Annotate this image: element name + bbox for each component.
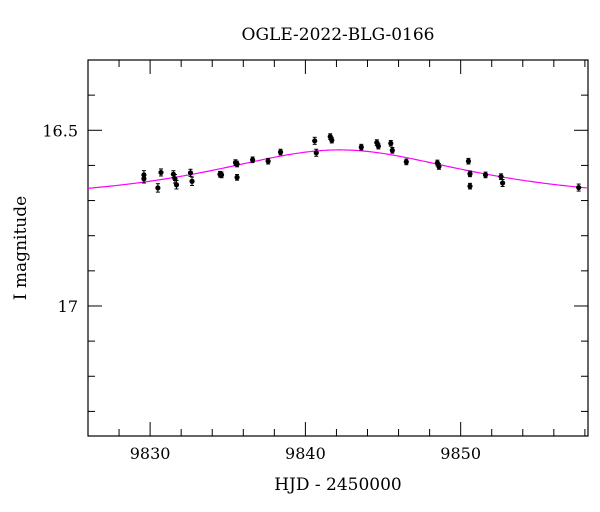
data-point <box>467 170 473 178</box>
point-marker <box>465 158 472 164</box>
point-marker <box>436 163 442 170</box>
y-tick-label: 16.5 <box>42 121 78 140</box>
data-point <box>576 183 582 192</box>
data-point <box>358 143 364 151</box>
model-curve <box>87 149 589 189</box>
data-point <box>265 157 271 165</box>
chart-title: OGLE-2022-BLG-0166 <box>242 25 435 45</box>
point-marker <box>155 185 161 191</box>
data-point <box>403 158 409 166</box>
point-marker <box>329 137 335 143</box>
data-point <box>312 136 318 145</box>
point-marker <box>173 182 180 188</box>
point-marker <box>141 176 147 182</box>
data-point <box>234 160 240 168</box>
data-point <box>155 183 161 193</box>
point-marker <box>218 172 225 178</box>
data-point <box>249 156 256 164</box>
x-tick-labels: 9830 9840 9850 <box>130 444 481 463</box>
data-point <box>234 174 240 181</box>
data-point <box>189 176 195 186</box>
data-point <box>467 182 473 190</box>
point-marker <box>482 172 489 178</box>
point-marker <box>576 184 582 191</box>
point-marker <box>403 159 409 165</box>
point-marker <box>467 183 473 189</box>
point-marker <box>312 138 318 144</box>
point-marker <box>375 143 381 149</box>
data-point <box>499 178 506 188</box>
point-marker <box>158 169 164 176</box>
x-axis-label: HJD - 2450000 <box>274 475 402 495</box>
point-marker <box>265 158 271 164</box>
y-tick-labels: 16.5 17 <box>42 121 78 316</box>
data-point <box>187 168 194 177</box>
data-point <box>498 173 504 180</box>
point-marker <box>277 149 284 155</box>
data-point <box>313 148 319 157</box>
point-marker <box>498 174 504 180</box>
data-point <box>158 168 164 177</box>
x-tick-label: 9840 <box>285 444 326 463</box>
data-point <box>436 163 442 170</box>
x-tick-label: 9850 <box>440 444 481 463</box>
data-point <box>482 171 489 179</box>
data-point <box>389 146 395 154</box>
point-marker <box>189 178 195 184</box>
data-point <box>218 171 225 179</box>
point-marker <box>388 140 394 146</box>
data-point <box>465 157 472 165</box>
plot-frame <box>87 59 589 437</box>
point-marker <box>234 161 240 167</box>
point-marker <box>389 147 395 153</box>
point-marker <box>313 150 319 156</box>
data-point <box>141 174 147 184</box>
data-point <box>173 180 180 190</box>
point-marker <box>187 170 194 176</box>
point-marker <box>499 180 506 186</box>
point-marker <box>358 144 364 150</box>
point-marker <box>234 174 240 180</box>
data-point <box>329 136 335 144</box>
data-point <box>388 139 394 147</box>
axis-ticks <box>87 59 588 436</box>
data-points <box>141 133 582 193</box>
data-point <box>277 148 284 156</box>
data-point <box>375 142 381 150</box>
x-tick-label: 9830 <box>130 444 171 463</box>
point-marker <box>467 171 473 177</box>
y-axis-label: I magnitude <box>11 196 31 300</box>
point-marker <box>249 157 256 163</box>
y-tick-label: 17 <box>58 297 78 316</box>
